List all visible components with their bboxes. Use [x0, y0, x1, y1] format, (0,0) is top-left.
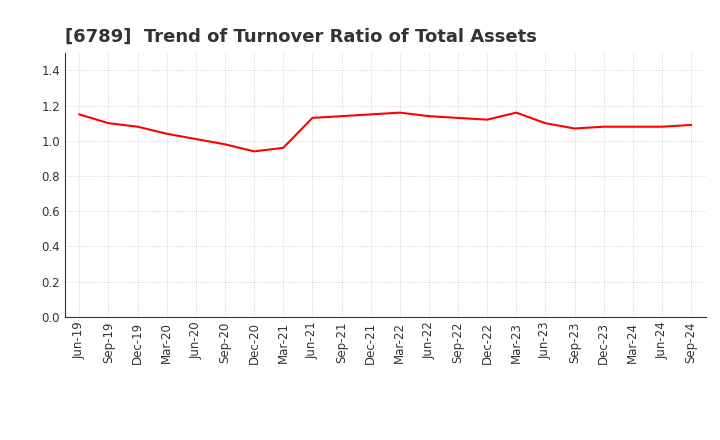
Text: [6789]  Trend of Turnover Ratio of Total Assets: [6789] Trend of Turnover Ratio of Total … [65, 28, 536, 46]
